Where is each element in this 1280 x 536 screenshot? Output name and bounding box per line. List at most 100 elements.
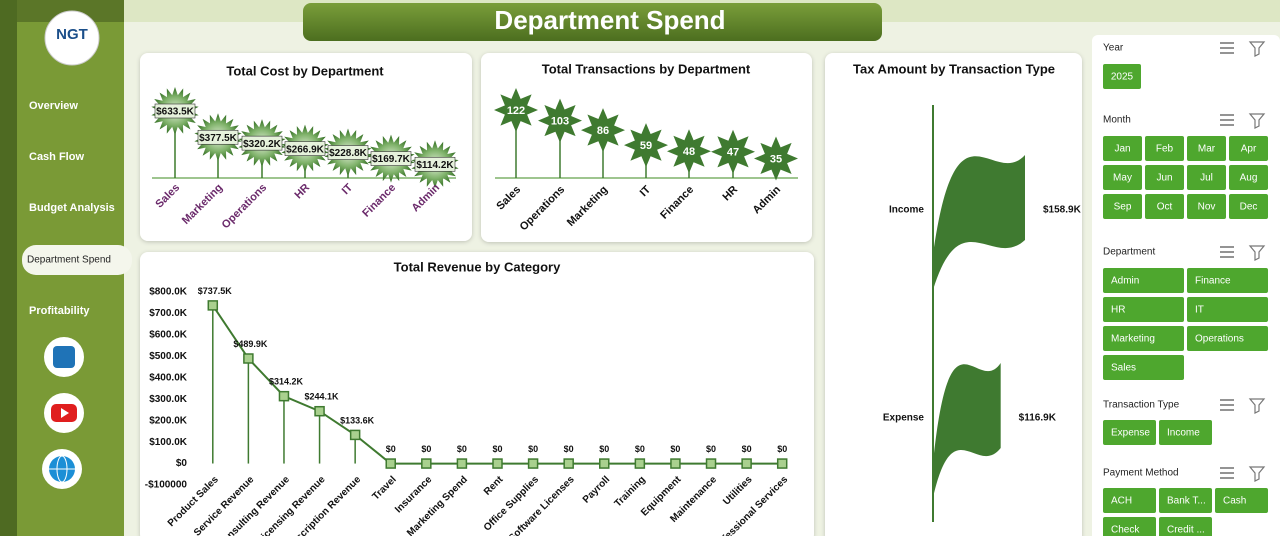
slicer-button[interactable]: [1103, 420, 1156, 445]
chart-title: Total Transactions by Department: [542, 61, 751, 76]
slicer-item[interactable]: Income: [1167, 428, 1200, 439]
multi-select-icon[interactable]: [1220, 114, 1234, 126]
slicer-button[interactable]: [1229, 194, 1268, 219]
slicer-button[interactable]: [1103, 268, 1184, 293]
slicer-button[interactable]: [1159, 488, 1212, 513]
slicer-item[interactable]: Apr: [1241, 144, 1257, 155]
slicer-item[interactable]: May: [1113, 173, 1132, 184]
slicer-button[interactable]: [1159, 420, 1212, 445]
slicer-item[interactable]: Operations: [1195, 334, 1244, 345]
slicer-button[interactable]: [1145, 136, 1184, 161]
slicer-item[interactable]: Cash: [1223, 496, 1246, 507]
slicer-button[interactable]: [1145, 194, 1184, 219]
multi-select-icon[interactable]: [1220, 246, 1234, 258]
slicer-item[interactable]: Mar: [1198, 144, 1216, 155]
slicer-button[interactable]: [1187, 297, 1268, 322]
slicer-item[interactable]: Dec: [1240, 202, 1258, 213]
multi-select-icon[interactable]: [1220, 399, 1234, 411]
nav-item[interactable]: Department Spend: [27, 255, 111, 266]
point: [634, 458, 646, 469]
slicer-item[interactable]: HR: [1111, 305, 1125, 316]
data-label: $0: [706, 444, 716, 454]
slicer-item[interactable]: Jul: [1200, 173, 1213, 184]
slicer-button[interactable]: [1187, 165, 1226, 190]
clear-filter-icon[interactable]: [1248, 41, 1266, 57]
nav-active: [22, 245, 132, 275]
point: [207, 300, 219, 311]
data-label: $116.9K: [1019, 413, 1057, 424]
slicer-item[interactable]: Finance: [1195, 276, 1231, 287]
point: [705, 458, 717, 469]
chart-title: Total Revenue by Category: [394, 259, 561, 274]
y-tick-label: $700.0K: [149, 308, 188, 319]
point: [278, 390, 290, 402]
slicer-item[interactable]: Check: [1111, 525, 1140, 536]
data-label: $633.5K: [156, 107, 195, 118]
slicer-item[interactable]: Sales: [1111, 363, 1136, 374]
clear-filter-icon[interactable]: [1248, 113, 1266, 129]
slicer-button[interactable]: [1103, 64, 1141, 89]
slicer-item[interactable]: Feb: [1156, 144, 1174, 155]
slicer-button[interactable]: [1103, 165, 1142, 190]
slicer-button[interactable]: [1187, 194, 1226, 219]
slicer-item[interactable]: Aug: [1240, 173, 1258, 184]
label-box: [154, 103, 196, 119]
slicer-item[interactable]: Credit ...: [1167, 525, 1205, 536]
data-label: $314.2K: [269, 377, 304, 387]
slicer-button[interactable]: [1215, 488, 1268, 513]
clear-filter-icon[interactable]: [1248, 245, 1266, 261]
slicer-item[interactable]: Jun: [1156, 173, 1172, 184]
y-tick-label: $100.0K: [149, 437, 188, 448]
point: [492, 458, 503, 469]
slicer-item[interactable]: Jan: [1114, 144, 1130, 155]
data-label: $0: [492, 444, 502, 454]
slicer-item[interactable]: Expense: [1111, 428, 1150, 439]
slicer-item[interactable]: Admin: [1111, 276, 1139, 287]
clear-filter-icon[interactable]: [1248, 398, 1266, 414]
slicer-item[interactable]: 2025: [1111, 72, 1134, 83]
nav-item[interactable]: Budget Analysis: [29, 202, 115, 214]
slicer-button[interactable]: [1229, 165, 1268, 190]
multi-select-icon[interactable]: [1220, 467, 1234, 479]
slicer-button[interactable]: [1187, 268, 1268, 293]
slicer-item[interactable]: Nov: [1198, 202, 1216, 213]
slicer-button[interactable]: [1103, 517, 1156, 536]
slicer-item[interactable]: Bank T...: [1167, 496, 1206, 507]
point: [741, 458, 752, 469]
slicer-item[interactable]: ACH: [1111, 496, 1132, 507]
slicer-button[interactable]: [1159, 517, 1212, 536]
data-label: $266.9K: [286, 144, 325, 155]
y-tick-label: Expense: [883, 413, 925, 424]
clear-filter-icon[interactable]: [1248, 466, 1266, 482]
data-label: $0: [599, 444, 609, 454]
slicer-button[interactable]: [1103, 355, 1184, 380]
slicer-item[interactable]: IT: [1195, 305, 1204, 316]
data-label: $0: [670, 444, 680, 454]
slicer-button[interactable]: [1103, 297, 1184, 322]
data-label: 122: [507, 105, 525, 117]
point: [314, 405, 325, 417]
point: [421, 458, 432, 469]
card: [140, 252, 814, 536]
slicer-item[interactable]: Sep: [1114, 202, 1132, 213]
slicer-button[interactable]: [1145, 165, 1184, 190]
slicer-button[interactable]: [1187, 136, 1226, 161]
slicer-button[interactable]: [1103, 194, 1142, 219]
nav-item[interactable]: Profitability: [29, 305, 90, 317]
slicer-button[interactable]: [1229, 136, 1268, 161]
slicer-item[interactable]: Oct: [1157, 202, 1173, 213]
slicer-item[interactable]: Marketing: [1111, 334, 1155, 345]
nav-item[interactable]: Overview: [29, 100, 78, 112]
social-icons: [42, 337, 84, 489]
slicer-button[interactable]: [1187, 326, 1268, 351]
data-label: $158.9K: [1043, 205, 1082, 216]
data-label: $169.7K: [372, 154, 411, 165]
slicer-button[interactable]: [1103, 136, 1142, 161]
nav-item[interactable]: Cash Flow: [29, 151, 84, 163]
multi-select-icon[interactable]: [1220, 42, 1234, 54]
slicer-button[interactable]: [1103, 488, 1156, 513]
slicer-title: Month: [1103, 115, 1131, 126]
slicer-button[interactable]: [1103, 326, 1184, 351]
logo-text: NGT: [56, 26, 88, 43]
